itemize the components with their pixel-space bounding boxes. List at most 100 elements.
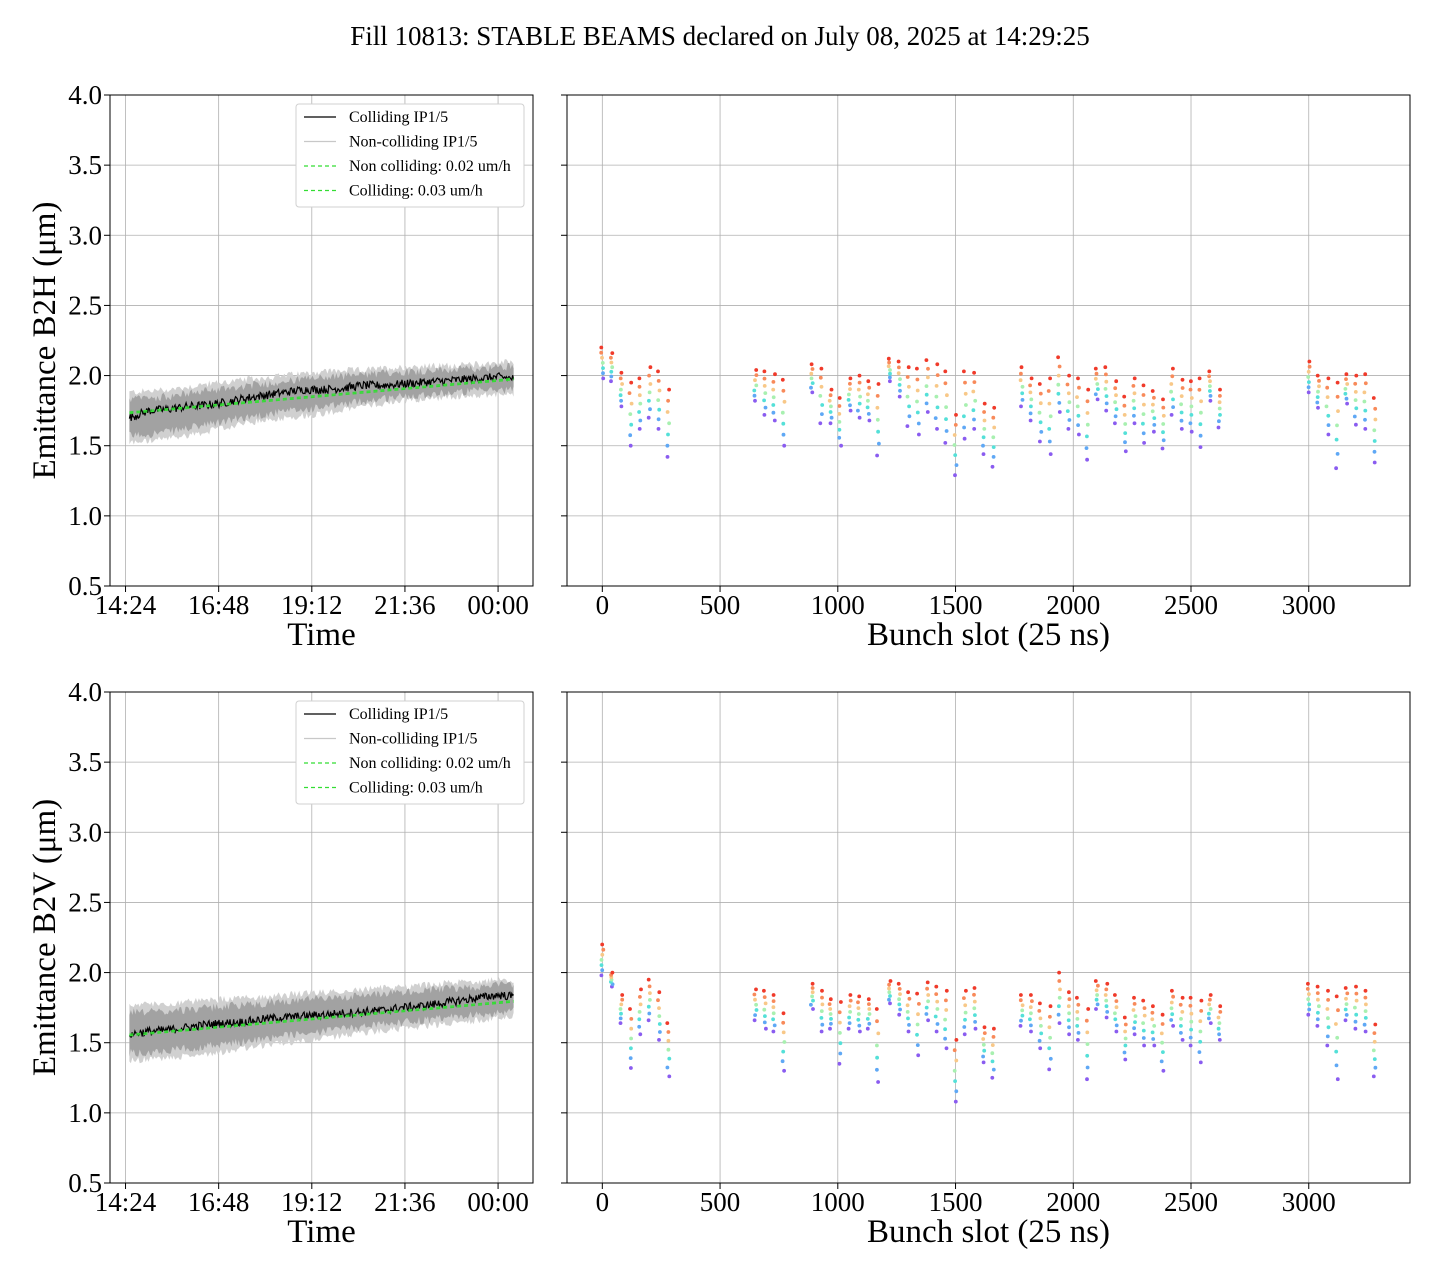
bunch-point: [1067, 997, 1072, 1002]
bunch-point: [1150, 1017, 1155, 1022]
bunch-point: [906, 990, 910, 995]
bunch-point: [1180, 386, 1185, 390]
bunch-point: [1122, 1050, 1127, 1055]
bunch-point: [1096, 983, 1100, 988]
bunch-point: [1067, 990, 1071, 995]
bunch-point: [1188, 387, 1193, 392]
bunch-point: [780, 410, 785, 415]
bunch-point: [827, 398, 832, 403]
bunch-point: [1150, 1030, 1155, 1035]
bunch-point: [1103, 365, 1108, 370]
bunch-point: [1029, 376, 1034, 381]
bunch-point: [990, 1051, 995, 1056]
bunch-point: [1113, 421, 1117, 426]
bunch-point: [810, 994, 814, 999]
bunch-point: [1067, 1032, 1071, 1037]
bunch-point: [1372, 428, 1377, 433]
bunch-point: [1141, 1021, 1145, 1025]
bunch-point: [906, 365, 911, 370]
bunch-point: [618, 1007, 623, 1011]
bunch-point: [915, 388, 920, 393]
bunch-point: [962, 996, 966, 1000]
bunch-point: [1171, 994, 1175, 999]
bunch-point: [1353, 1005, 1357, 1010]
bunch-point: [935, 1007, 940, 1011]
bunch-point: [1152, 1024, 1157, 1028]
bunch-point: [1336, 1008, 1340, 1013]
bunch-point: [1093, 979, 1098, 983]
bunch-point: [857, 401, 862, 406]
plot-area: [599, 345, 1378, 478]
bunch-point: [639, 987, 643, 992]
fit-non-colliding-line: [129, 379, 514, 415]
x-tick-label: 3000: [1282, 590, 1336, 620]
bunch-point: [1217, 406, 1222, 411]
bunch-point: [638, 1032, 643, 1037]
bunch-point: [1047, 1025, 1052, 1030]
bunch-point: [809, 362, 814, 367]
bunch-point: [847, 1015, 851, 1020]
bunch-point: [1019, 993, 1023, 997]
bunch-point: [619, 1002, 624, 1007]
bunch-point: [1057, 970, 1061, 975]
bunch-point: [905, 1010, 910, 1014]
bunch-point: [1085, 1042, 1090, 1046]
bunch-point: [1316, 1010, 1320, 1015]
bunch-point: [1353, 381, 1358, 386]
bunch-point: [839, 443, 843, 448]
bunch-point: [858, 1029, 862, 1034]
bunch-point: [1047, 1046, 1052, 1051]
bunch-point: [1364, 1002, 1368, 1007]
bunch-point: [599, 345, 604, 350]
bunch-point: [1142, 1006, 1147, 1010]
bunch-point: [1048, 1004, 1053, 1009]
bunch-point: [811, 1007, 815, 1011]
bunch-point: [837, 1010, 842, 1015]
bunch-point: [781, 1020, 786, 1025]
bunch-point: [935, 362, 940, 367]
bunch-point: [1047, 401, 1052, 406]
bunch-point: [629, 401, 634, 406]
bunch-point: [1132, 406, 1137, 411]
bunch-point: [1095, 382, 1100, 386]
bunch-point: [1141, 421, 1145, 426]
bunch-point: [898, 992, 902, 996]
bunch-point: [829, 1021, 833, 1026]
bunch-point: [944, 405, 948, 409]
x-tick-label: 2000: [1046, 1187, 1100, 1217]
bunch-point: [1132, 1032, 1137, 1037]
bunch-point: [1197, 387, 1202, 392]
bunch-point: [629, 1066, 633, 1070]
bunch-point: [837, 435, 842, 440]
bunch-point: [991, 1035, 996, 1039]
bunch-point: [1363, 995, 1368, 1000]
bunch-point: [867, 1002, 871, 1006]
bunch-point: [1113, 1017, 1118, 1022]
bunch-point: [646, 977, 651, 982]
bunch-point: [1326, 413, 1331, 418]
bunch-point: [619, 387, 623, 392]
bunch-point: [1103, 387, 1108, 391]
bunch-point: [1056, 391, 1061, 396]
bunch-point: [1372, 1057, 1377, 1061]
bunch-point: [935, 999, 940, 1004]
bunch-point: [954, 1058, 959, 1063]
bunch-point: [1334, 437, 1339, 442]
bunch-point: [1065, 382, 1070, 387]
bunch-point: [1363, 1016, 1368, 1020]
bunch-point: [1096, 387, 1100, 391]
bunch-point: [1150, 1010, 1155, 1015]
bunch-point: [1179, 418, 1184, 423]
bunch-point: [629, 1017, 634, 1021]
bunch-point: [1373, 1022, 1378, 1027]
bunch-point: [972, 380, 977, 384]
bunch-point: [848, 998, 853, 1003]
bunch-point: [647, 373, 651, 378]
bunch-point: [1094, 997, 1099, 1002]
bunch-point: [1161, 405, 1166, 410]
bunch-point: [1316, 389, 1320, 394]
bunch-point: [762, 988, 766, 993]
bunch-point: [752, 388, 757, 393]
bunch-point: [1075, 404, 1080, 409]
bunch-point: [874, 1007, 879, 1011]
